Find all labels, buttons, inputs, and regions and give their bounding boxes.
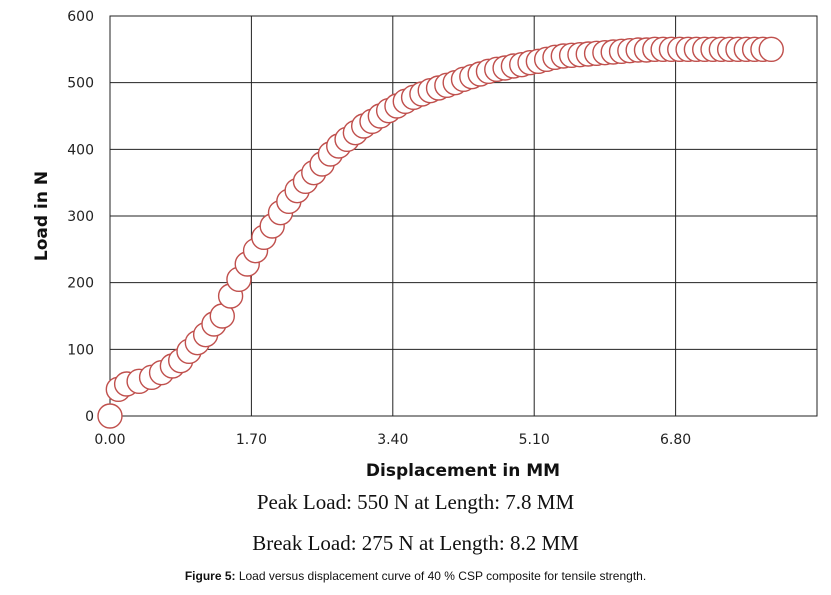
peak-load-note: Peak Load: 550 N at Length: 7.8 MM [256, 490, 575, 514]
x-tick-label: 3.40 [377, 432, 408, 448]
x-tick-label: 5.10 [519, 432, 550, 448]
y-tick-label: 300 [67, 209, 94, 225]
break-load-note: Break Load: 275 N at Length: 8.2 MM [252, 531, 579, 555]
y-tick-labels: 0 100 200 300 400 500 600 [67, 9, 94, 425]
x-tick-label: 0.00 [94, 432, 125, 448]
y-axis-title: Load in N [32, 171, 52, 261]
data-point [758, 36, 784, 63]
x-tick-labels: 0.00 1.70 3.40 5.10 6.80 [94, 432, 691, 448]
load-displacement-chart: 0 100 200 300 400 500 600 0.00 1.70 3.40 5.10 6.80… [32, 9, 818, 481]
y-tick-label: 200 [67, 276, 94, 292]
x-tick-label: 6.80 [660, 432, 691, 448]
x-tick-label: 1.70 [236, 432, 267, 448]
x-axis-title: Displacement in MM [366, 461, 560, 481]
figure-caption-label: Figure 5: [184, 569, 236, 583]
y-tick-label: 500 [67, 76, 94, 92]
y-tick-label: 400 [67, 142, 94, 158]
y-tick-label: 0 [85, 409, 94, 425]
data-points [97, 36, 784, 429]
y-tick-label: 100 [67, 342, 94, 358]
y-tick-label: 600 [67, 9, 94, 25]
figure-caption: Figure 5: Load versus displacement curve… [0, 569, 831, 583]
data-point [97, 403, 123, 429]
figure-caption-text: Load versus displacement curve of 40 % C… [235, 569, 647, 583]
